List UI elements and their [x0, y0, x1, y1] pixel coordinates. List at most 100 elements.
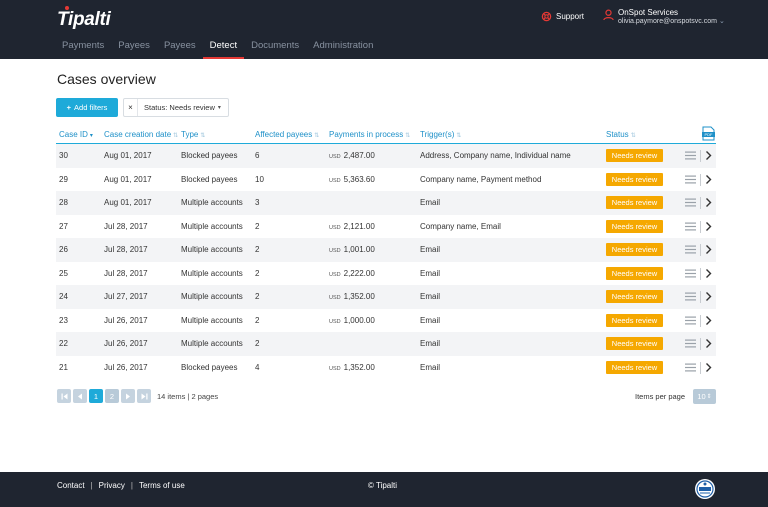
lifebuoy-icon: [541, 11, 552, 21]
table-row[interactable]: 26 Jul 28, 2017 Multiple accounts 2 USD 1,001…: [56, 238, 716, 262]
table-row[interactable]: 25 Jul 28, 2017 Multiple accounts 2 USD 2,222…: [56, 262, 716, 286]
row-action-divider: [700, 361, 701, 374]
nav-tab-payees[interactable]: Payees: [118, 40, 150, 51]
tipalti-logo[interactable]: Tipalti: [57, 9, 111, 30]
cell-case-id: 21: [59, 362, 68, 372]
cell-type: Blocked payees: [181, 151, 238, 160]
first-page-button[interactable]: [57, 389, 71, 403]
nav-tab-documents[interactable]: Documents: [251, 40, 300, 51]
plus-icon: +: [66, 103, 72, 112]
cell-payments-in-process: USD 1,000.00: [329, 309, 375, 333]
cell-creation-date: Jul 28, 2017: [104, 245, 148, 254]
amount-value: 2,222.00: [343, 268, 375, 278]
chevron-down-icon: ⌄: [718, 18, 725, 25]
next-page-icon: [126, 393, 130, 399]
amount-value: 1,352.00: [343, 292, 375, 301]
currency-code: USD: [329, 248, 341, 254]
row-menu-icon[interactable]: [685, 198, 696, 207]
cell-creation-date: Jul 26, 2017: [104, 315, 148, 325]
cell-creation-date: Aug 01, 2017: [104, 198, 152, 207]
chevron-right-icon[interactable]: [705, 268, 712, 279]
table-row[interactable]: 21 Jul 26, 2017 Blocked payees 4 USD 1,352.00…: [56, 356, 716, 380]
export-pdf-icon[interactable]: PDF: [702, 126, 715, 141]
nav-tab-payments[interactable]: Payments: [62, 40, 105, 51]
last-page-button[interactable]: [137, 389, 151, 403]
footer-link-contact[interactable]: Contact: [57, 481, 85, 490]
row-menu-icon[interactable]: [685, 363, 696, 372]
row-menu-icon[interactable]: [685, 222, 696, 231]
items-per-page-select[interactable]: 10 ⇕: [693, 389, 716, 404]
chevron-right-icon[interactable]: [705, 150, 712, 161]
caret-down-icon: ▾: [217, 105, 221, 111]
chevron-right-icon[interactable]: [705, 291, 712, 302]
nav-tab-administration[interactable]: Administration: [313, 40, 374, 51]
chevron-right-icon[interactable]: [705, 338, 712, 349]
cell-creation-date: Jul 28, 2017: [104, 221, 148, 231]
col-header-payments-in-process[interactable]: Payments in process ⇅: [329, 130, 411, 139]
table-row[interactable]: 24 Jul 27, 2017 Multiple accounts 2 USD 1,352…: [56, 285, 716, 309]
col-header-type[interactable]: Type ⇅: [181, 130, 206, 139]
col-header-affected-payees[interactable]: Affected payees ⇅: [255, 130, 320, 139]
footer-divider: |: [130, 481, 133, 490]
chevron-right-icon[interactable]: [705, 174, 712, 185]
cell-case-id: 29: [59, 174, 68, 184]
remove-filter-icon[interactable]: ×: [124, 99, 138, 116]
svg-text:PDF: PDF: [705, 132, 714, 137]
cell-type: Blocked payees: [181, 174, 238, 184]
col-header-triggers[interactable]: Trigger(s) ⇅: [420, 130, 462, 139]
next-page-button[interactable]: [121, 389, 135, 403]
table-row[interactable]: 23 Jul 26, 2017 Multiple accounts 2 USD 1,000…: [56, 309, 716, 333]
row-menu-icon[interactable]: [685, 151, 696, 160]
row-action-divider: [700, 150, 701, 162]
currency-code: USD: [329, 224, 341, 231]
footer-link-terms[interactable]: Terms of use: [138, 481, 185, 490]
support-link[interactable]: Support: [541, 9, 584, 23]
row-menu-icon[interactable]: [685, 292, 696, 301]
prev-page-button[interactable]: [73, 389, 87, 403]
user-email: olivia.paymore@onspotsvc.com ⌄: [618, 18, 725, 25]
add-filters-button[interactable]: + Add filters: [56, 98, 118, 117]
cell-creation-date: Aug 01, 2017: [104, 151, 152, 160]
cell-creation-date: Jul 27, 2017: [104, 292, 148, 301]
row-menu-icon[interactable]: [685, 269, 696, 278]
status-badge: Needs review: [606, 219, 663, 233]
table-row[interactable]: 28 Aug 01, 2017 Multiple accounts 3 Email Nee…: [56, 191, 716, 215]
sort-desc-icon: ▾: [89, 133, 93, 139]
footer-link-privacy[interactable]: Privacy: [98, 481, 125, 490]
user-company-name: OnSpot Services: [618, 8, 679, 17]
updown-icon: ⇕: [706, 394, 712, 400]
page-2-button[interactable]: 2: [105, 389, 119, 403]
col-header-creation-date[interactable]: Case creation date ⇅: [104, 130, 179, 139]
row-menu-icon[interactable]: [685, 175, 696, 184]
amount-value: 5,363.60: [343, 174, 375, 184]
chevron-right-icon[interactable]: [705, 315, 712, 326]
cell-affected-payees: 2: [255, 292, 260, 301]
cell-creation-date: Jul 26, 2017: [104, 362, 148, 372]
pagination-info: 14 items | 2 pages: [157, 391, 219, 401]
cell-payments-in-process: USD 1,352.00: [329, 285, 375, 309]
table-row[interactable]: 22 Jul 26, 2017 Multiple accounts 2 Email Nee…: [56, 332, 716, 356]
page-1-button[interactable]: 1: [89, 389, 103, 403]
nav-tab-detect[interactable]: Detect: [202, 37, 245, 59]
chevron-right-icon[interactable]: [705, 362, 712, 373]
row-menu-icon[interactable]: [685, 316, 696, 325]
add-filters-label: Add filters: [74, 103, 108, 112]
status-filter-chip[interactable]: × Status: Needs review ▾: [123, 98, 229, 117]
row-menu-icon[interactable]: [685, 339, 696, 348]
table-row[interactable]: 30 Aug 01, 2017 Blocked payees 6 USD 2,487.00…: [56, 144, 716, 168]
cell-payments-in-process: USD 1,352.00: [329, 356, 375, 380]
table-row[interactable]: 27 Jul 28, 2017 Multiple accounts 2 USD 2,121…: [56, 215, 716, 239]
table-row[interactable]: 29 Aug 01, 2017 Blocked payees 10 USD 5,363.6…: [56, 168, 716, 192]
currency-code: USD: [329, 318, 341, 325]
nav-tab-payees-2[interactable]: Payees: [163, 40, 196, 51]
user-menu[interactable]: OnSpot Services olivia.paymore@onspotsvc…: [603, 8, 725, 26]
top-header: Tipalti Support OnSpot Services olivia.p…: [0, 0, 768, 59]
status-badge: Needs review: [606, 196, 663, 209]
col-header-status[interactable]: Status ⇅: [606, 130, 636, 139]
cell-payments-in-process: USD 5,363.60: [329, 168, 375, 192]
chevron-right-icon[interactable]: [705, 197, 712, 208]
col-header-case-id[interactable]: Case ID ▾: [59, 130, 93, 139]
row-menu-icon[interactable]: [685, 245, 696, 254]
chevron-right-icon[interactable]: [705, 244, 712, 255]
chevron-right-icon[interactable]: [705, 221, 712, 232]
